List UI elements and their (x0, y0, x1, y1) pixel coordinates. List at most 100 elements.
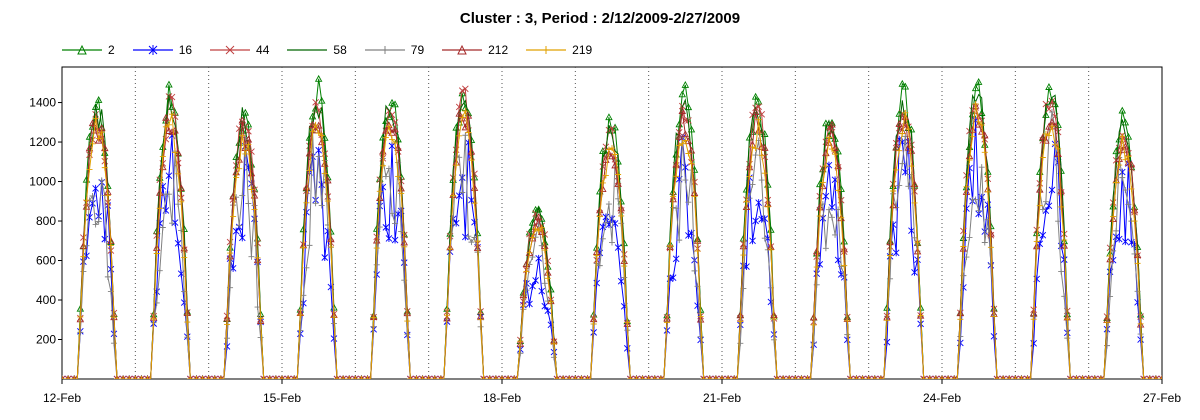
data-point (615, 171, 622, 178)
data-point (385, 234, 393, 242)
data-point (1137, 320, 1144, 327)
x-tick-label: 27-Feb (1143, 391, 1181, 405)
data-point (825, 161, 833, 169)
data-point (834, 161, 842, 169)
data-point (681, 81, 690, 88)
data-point (724, 375, 732, 379)
data-point (419, 376, 426, 379)
data-point (819, 179, 826, 186)
data-point (236, 165, 243, 172)
data-point (602, 219, 609, 226)
y-tick-label: 1400 (29, 96, 56, 110)
legend-item: 219 (526, 43, 592, 57)
data-point (312, 99, 319, 106)
data-point (517, 338, 524, 345)
data-point (162, 113, 170, 121)
data-point (1055, 145, 1062, 152)
data-point (1112, 233, 1120, 241)
data-point (125, 375, 133, 379)
data-point (290, 375, 298, 379)
data-point (1067, 375, 1074, 379)
data-point (602, 143, 610, 151)
data-point (156, 267, 163, 274)
data-point (92, 221, 99, 228)
data-point (94, 96, 103, 103)
data-point (1140, 375, 1147, 379)
data-point (392, 140, 399, 147)
data-point (334, 376, 340, 379)
data-point (969, 133, 976, 140)
data-point (250, 191, 259, 199)
data-point (920, 375, 927, 379)
data-point (605, 201, 612, 208)
data-point (896, 182, 903, 189)
data-point (1042, 198, 1049, 205)
data-point (165, 172, 173, 180)
data-point (541, 247, 548, 254)
data-point (754, 97, 763, 105)
data-point (303, 264, 310, 271)
data-point (1012, 375, 1019, 379)
data-point (950, 375, 958, 379)
data-point (193, 376, 200, 379)
data-point (609, 145, 615, 152)
data-point (786, 376, 793, 379)
data-point (92, 115, 99, 122)
data-point (1104, 342, 1110, 349)
data-point (70, 375, 78, 379)
legend-label: 58 (333, 43, 347, 57)
data-point (731, 376, 738, 379)
data-point (780, 376, 787, 379)
y-tick-label: 1000 (29, 175, 56, 189)
data-point (465, 129, 472, 136)
data-point (165, 127, 173, 134)
data-point (389, 210, 395, 217)
data-point (816, 213, 823, 220)
legend-swatch-icon (287, 49, 328, 51)
data-point (193, 375, 200, 379)
data-point (905, 126, 912, 133)
data-point (1116, 162, 1123, 169)
data-point (464, 111, 473, 119)
data-point (877, 376, 884, 379)
data-point (395, 173, 402, 180)
data-point (1091, 375, 1099, 379)
data-point (407, 375, 414, 379)
data-point (312, 200, 319, 207)
data-point (394, 144, 402, 151)
data-point (865, 376, 872, 379)
data-point (534, 205, 543, 213)
data-point (730, 375, 738, 379)
data-point (798, 375, 805, 379)
data-point (706, 375, 714, 379)
series-line (62, 93, 1162, 379)
series-58 (62, 93, 1162, 379)
data-point (431, 375, 439, 379)
data-point (1079, 375, 1086, 379)
data-point (468, 157, 475, 164)
data-point (755, 103, 762, 110)
data-point (248, 186, 255, 193)
x-tick-label: 24-Feb (923, 391, 961, 405)
data-point (1045, 202, 1053, 210)
data-point (978, 164, 985, 171)
data-point (908, 163, 915, 170)
data-point (1067, 376, 1074, 379)
data-point (486, 375, 494, 379)
data-point (550, 354, 557, 361)
data-point (224, 321, 230, 328)
data-point (144, 375, 151, 379)
data-point (740, 252, 747, 259)
data-point (639, 376, 646, 379)
data-point (471, 234, 478, 241)
data-point (1107, 253, 1114, 260)
data-point (385, 165, 392, 172)
data-point (871, 376, 878, 379)
data-point (676, 142, 683, 149)
data-point (241, 108, 250, 116)
data-point (244, 120, 253, 128)
data-point (812, 247, 821, 255)
data-point (82, 202, 91, 210)
data-point (232, 227, 240, 235)
data-point (1049, 109, 1055, 116)
